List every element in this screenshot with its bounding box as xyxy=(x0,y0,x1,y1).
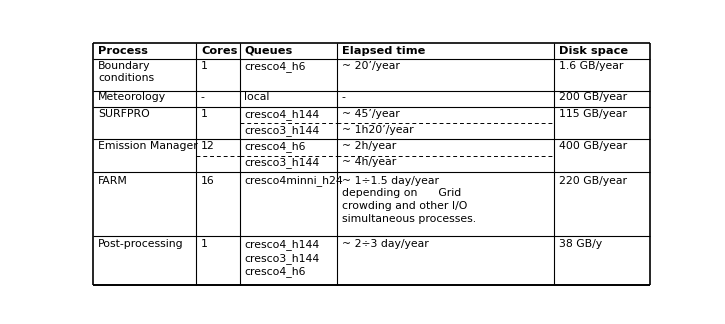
Text: cresco3_h144: cresco3_h144 xyxy=(244,157,320,168)
Text: 200 GB/year: 200 GB/year xyxy=(559,92,627,102)
Text: 16: 16 xyxy=(201,176,215,186)
Text: 115 GB/year: 115 GB/year xyxy=(559,109,626,119)
Text: Meteorology: Meteorology xyxy=(98,92,166,102)
Text: 400 GB/year: 400 GB/year xyxy=(559,141,627,151)
Text: cresco4_h144
cresco3_h144
cresco4_h6: cresco4_h144 cresco3_h144 cresco4_h6 xyxy=(244,239,320,277)
Text: SURFPRO: SURFPRO xyxy=(98,109,149,119)
Text: Boundary
conditions: Boundary conditions xyxy=(98,61,154,84)
Text: -: - xyxy=(201,92,205,102)
Text: ~ 2÷3 day/year: ~ 2÷3 day/year xyxy=(341,239,428,249)
Text: Emission Manager: Emission Manager xyxy=(98,141,198,151)
Text: Post-processing: Post-processing xyxy=(98,239,183,249)
Text: 220 GB/year: 220 GB/year xyxy=(559,176,626,186)
Text: 1: 1 xyxy=(201,239,208,249)
Text: cresco4minni_h24: cresco4minni_h24 xyxy=(244,176,343,187)
Text: cresco4_h6: cresco4_h6 xyxy=(244,61,306,72)
Text: 1: 1 xyxy=(201,61,208,71)
Text: cresco4_h6: cresco4_h6 xyxy=(244,141,306,152)
Text: ~ 1h20’/year: ~ 1h20’/year xyxy=(341,125,413,135)
Text: Cores: Cores xyxy=(201,46,237,56)
Text: ~ 1÷1.5 day/year
depending on      Grid
crowding and other I/O
simultaneous proc: ~ 1÷1.5 day/year depending on Grid crowd… xyxy=(341,176,476,224)
Text: Process: Process xyxy=(98,46,148,56)
Text: -: - xyxy=(341,92,346,102)
Text: ~ 20’/year: ~ 20’/year xyxy=(341,61,399,71)
Text: Disk space: Disk space xyxy=(559,46,628,56)
Text: 1.6 GB/year: 1.6 GB/year xyxy=(559,61,623,71)
Text: 12: 12 xyxy=(201,141,215,151)
Text: cresco4_h144: cresco4_h144 xyxy=(244,109,320,120)
Text: FARM: FARM xyxy=(98,176,128,186)
Text: ~ 4h/year: ~ 4h/year xyxy=(341,157,396,168)
Text: Elapsed time: Elapsed time xyxy=(341,46,425,56)
Text: ~ 2h/year: ~ 2h/year xyxy=(341,141,396,151)
Text: local: local xyxy=(244,92,270,102)
Text: 38 GB/y: 38 GB/y xyxy=(559,239,602,249)
Text: ~ 45’/year: ~ 45’/year xyxy=(341,109,399,119)
Text: Queues: Queues xyxy=(244,46,293,56)
Text: 1: 1 xyxy=(201,109,208,119)
Text: cresco3_h144: cresco3_h144 xyxy=(244,125,320,136)
